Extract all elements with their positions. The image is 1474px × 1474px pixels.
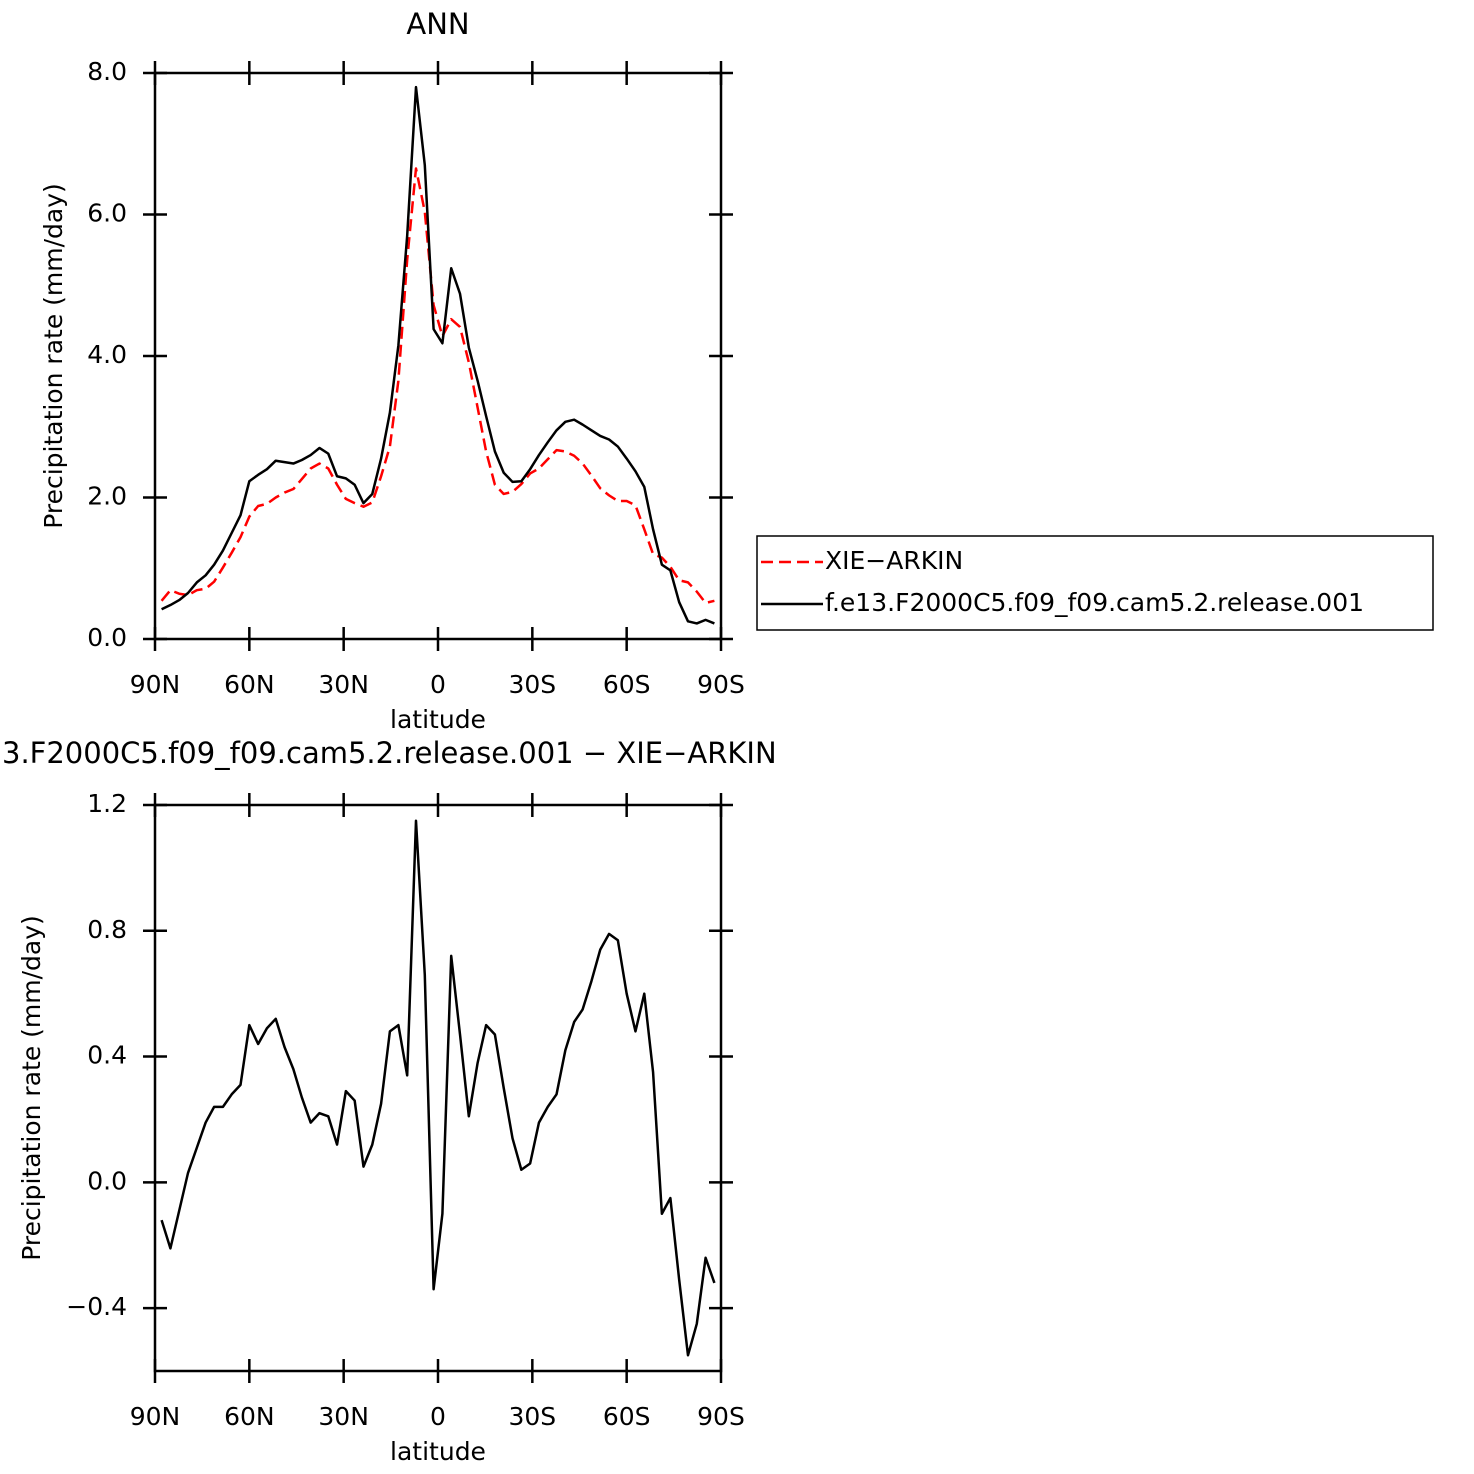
y-tick-label: 2.0: [87, 482, 127, 511]
x-tick-label: 90N: [130, 670, 181, 699]
x-tick-label: 0: [430, 1402, 446, 1431]
x-tick-label: 60N: [224, 670, 275, 699]
chart-title: ANN: [406, 7, 469, 41]
y-axis-label: Precipitation rate (mm/day): [17, 915, 46, 1261]
data-line: [161, 85, 715, 625]
x-tick-label: 30S: [508, 670, 556, 699]
chart-title: 3.F2000C5.f09_f09.cam5.2.release.001 − X…: [2, 736, 777, 770]
y-tick-label: 0.0: [87, 623, 127, 652]
x-tick-label: 30N: [318, 670, 369, 699]
x-tick-label: 90S: [697, 1402, 745, 1431]
legend-label: f.e13.F2000C5.f09_f09.cam5.2.release.001: [825, 588, 1364, 617]
y-tick-label: 6.0: [87, 199, 127, 228]
x-tick-label: 90S: [697, 670, 745, 699]
legend-label: XIE−ARKIN: [825, 546, 963, 575]
x-tick-label: 30N: [318, 1402, 369, 1431]
x-axis-label: latitude: [390, 705, 486, 734]
y-tick-label: 0.8: [87, 915, 127, 944]
x-tick-label: 60S: [603, 1402, 651, 1431]
x-axis-label: latitude: [390, 1437, 486, 1466]
x-tick-label: 90N: [130, 1402, 181, 1431]
y-tick-label: −0.4: [66, 1292, 127, 1321]
legend-box: [756, 535, 1434, 631]
x-tick-label: 0: [430, 670, 446, 699]
x-tick-label: 60S: [603, 670, 651, 699]
data-line: [160, 167, 715, 605]
y-tick-label: 8.0: [87, 57, 127, 86]
y-axis-label: Precipitation rate (mm/day): [39, 183, 68, 529]
x-tick-label: 60N: [224, 1402, 275, 1431]
plot-frame: [153, 803, 723, 1373]
y-tick-label: 4.0: [87, 340, 127, 369]
y-tick-label: 0.0: [87, 1166, 127, 1195]
data-line: [160, 819, 716, 1357]
plot-frame: [153, 71, 723, 641]
y-tick-label: 1.2: [87, 789, 127, 818]
x-tick-label: 30S: [508, 1402, 556, 1431]
y-tick-label: 0.4: [87, 1041, 127, 1070]
